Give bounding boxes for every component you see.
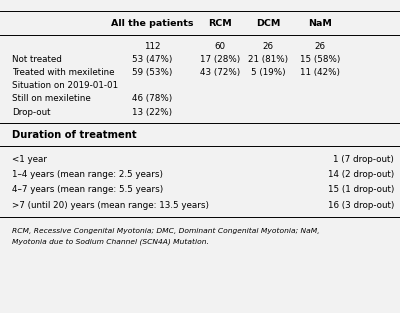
Text: Duration of treatment: Duration of treatment [12,130,137,140]
Text: 46 (78%): 46 (78%) [132,95,172,103]
Text: RCM: RCM [208,19,232,28]
Text: RCM, Recessive Congenital Myotonia; DMC, Dominant Congenital Myotonia; NaM,: RCM, Recessive Congenital Myotonia; DMC,… [12,228,320,234]
Text: >7 (until 20) years (mean range: 13.5 years): >7 (until 20) years (mean range: 13.5 ye… [12,201,209,209]
Text: 17 (28%): 17 (28%) [200,55,240,64]
Text: 16 (3 drop-out): 16 (3 drop-out) [328,201,394,209]
Text: 15 (58%): 15 (58%) [300,55,340,64]
Text: Still on mexiletine: Still on mexiletine [12,95,91,103]
Text: All the patients: All the patients [111,19,193,28]
Text: 1 (7 drop-out): 1 (7 drop-out) [333,155,394,163]
Text: 53 (47%): 53 (47%) [132,55,172,64]
Text: Situation on 2019-01-01: Situation on 2019-01-01 [12,81,118,90]
Text: DCM: DCM [256,19,280,28]
Text: 14 (2 drop-out): 14 (2 drop-out) [328,170,394,179]
Text: Not treated: Not treated [12,55,62,64]
Text: Treated with mexiletine: Treated with mexiletine [12,68,114,77]
Text: 26: 26 [314,42,326,51]
Text: 21 (81%): 21 (81%) [248,55,288,64]
Text: 43 (72%): 43 (72%) [200,68,240,77]
Text: 11 (42%): 11 (42%) [300,68,340,77]
Text: Drop-out: Drop-out [12,108,50,116]
Text: 60: 60 [214,42,226,51]
Text: 112: 112 [144,42,160,51]
Text: 15 (1 drop-out): 15 (1 drop-out) [328,185,394,194]
Text: 5 (19%): 5 (19%) [251,68,285,77]
Text: 13 (22%): 13 (22%) [132,108,172,116]
Text: <1 year: <1 year [12,155,47,163]
Text: Myotonia due to Sodium Channel (SCN4A) Mutation.: Myotonia due to Sodium Channel (SCN4A) M… [12,238,209,245]
Text: 59 (53%): 59 (53%) [132,68,172,77]
Text: NaM: NaM [308,19,332,28]
Text: 26: 26 [262,42,274,51]
Text: 4–7 years (mean range: 5.5 years): 4–7 years (mean range: 5.5 years) [12,185,163,194]
Text: 1–4 years (mean range: 2.5 years): 1–4 years (mean range: 2.5 years) [12,170,163,179]
